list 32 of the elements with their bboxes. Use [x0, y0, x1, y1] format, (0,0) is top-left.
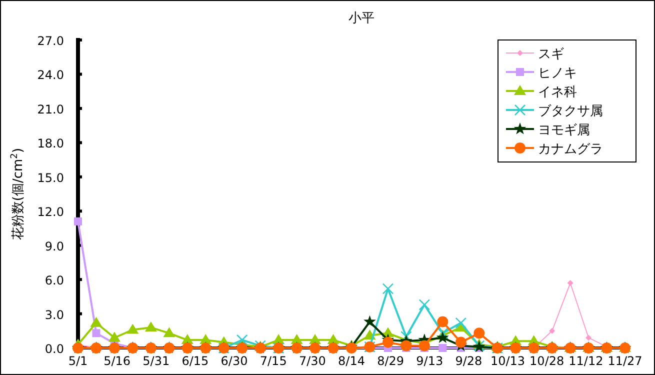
x-tick-label: 7/15 — [260, 354, 287, 368]
y-tick-label: 9.0 — [44, 239, 64, 254]
x-tick-label: 8/29 — [377, 354, 404, 368]
chart-title: 小平 — [348, 11, 374, 26]
x-tick-label: 5/16 — [104, 354, 131, 368]
x-tick-label: 6/15 — [182, 354, 209, 368]
legend-label: スギ — [538, 47, 564, 62]
x-tick-label: 9/28 — [455, 354, 482, 368]
y-tick-label: 18.0 — [37, 136, 64, 151]
legend-label: ブタクサ属 — [538, 104, 603, 119]
y-tick-label: 27.0 — [37, 34, 64, 48]
legend-label: ヨモギ属 — [538, 123, 590, 138]
y-tick-label: 21.0 — [37, 102, 64, 116]
y-tick-label: 0.0 — [44, 342, 64, 356]
y-tick-label: 12.0 — [37, 205, 64, 220]
x-tick-label: 7/30 — [298, 354, 326, 368]
x-tick-label: 11/27 — [608, 354, 642, 368]
x-tick-label: 6/30 — [220, 354, 248, 368]
x-tick-label: 8/14 — [338, 354, 365, 368]
x-tick-label: 10/28 — [530, 354, 564, 368]
y-tick-label: 3.0 — [44, 308, 64, 322]
x-tick-label: 5/1 — [68, 354, 88, 368]
y-tick-label: 24.0 — [37, 68, 64, 82]
x-tick-label: 5/31 — [142, 354, 170, 368]
legend-label: イネ科 — [538, 85, 577, 100]
x-tick-label: 11/12 — [568, 354, 604, 368]
x-tick-label: 10/13 — [490, 354, 526, 368]
x-tick-label: 9/13 — [416, 354, 444, 368]
legend-label: カナムグラ — [538, 142, 603, 157]
y-tick-label: 15.0 — [37, 170, 64, 185]
y-tick-label: 6.0 — [44, 274, 64, 288]
legend-label: ヒノキ — [538, 66, 577, 81]
